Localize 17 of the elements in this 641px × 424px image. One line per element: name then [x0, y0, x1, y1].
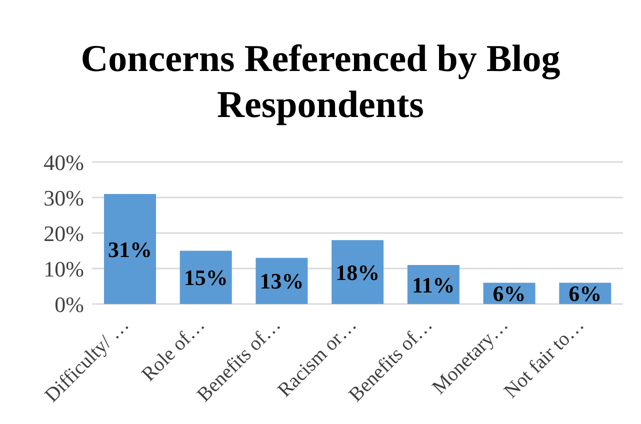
data-label: 15%	[184, 265, 228, 290]
bar	[180, 250, 232, 304]
bar	[104, 194, 156, 304]
y-tick-label: 40%	[44, 150, 84, 175]
y-tick-label: 30%	[44, 185, 84, 210]
data-label: 13%	[260, 268, 304, 294]
x-tick-label: Role of…	[138, 314, 210, 386]
data-label: 18%	[336, 260, 380, 285]
data-label: 31%	[108, 236, 152, 262]
y-tick-label: 20%	[44, 220, 84, 246]
y-tick-label: 0%	[54, 292, 84, 317]
y-tick-label: 10%	[44, 256, 84, 282]
data-label: 11%	[412, 272, 455, 298]
data-label: 6%	[492, 281, 526, 306]
bar	[332, 240, 384, 304]
data-label: 6%	[568, 281, 602, 306]
chart-title: Concerns Referenced by Blog Respondents	[80, 37, 562, 128]
